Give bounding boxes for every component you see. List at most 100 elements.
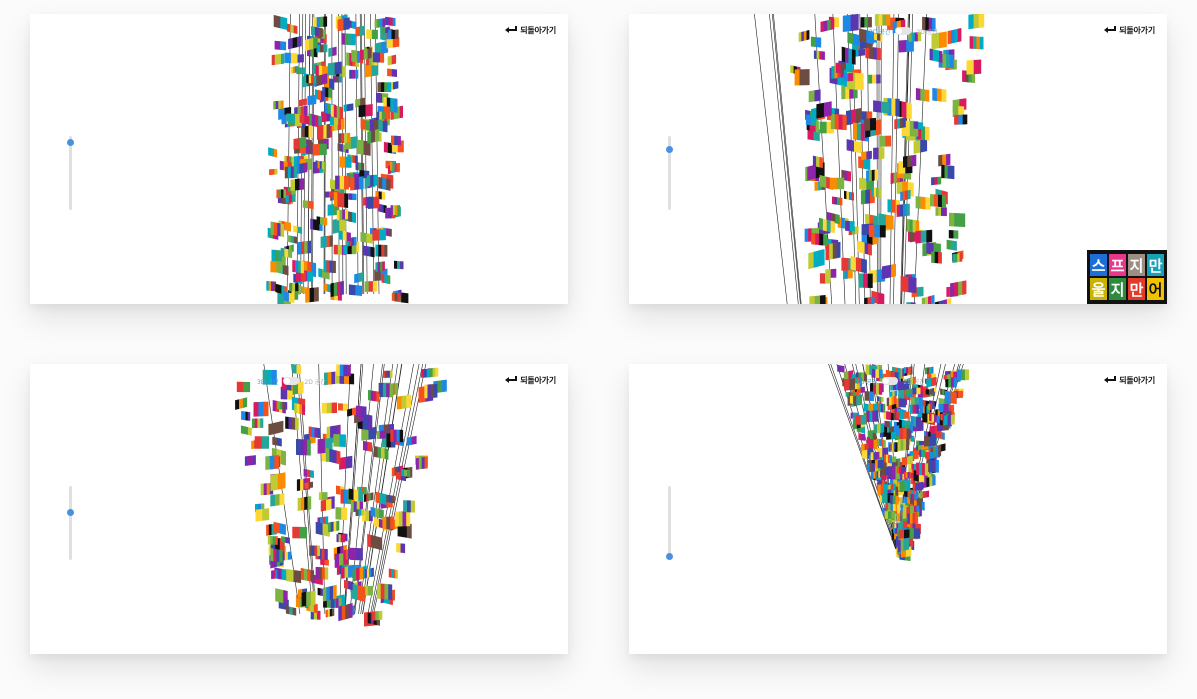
letter-tile <box>387 54 397 66</box>
letter-tile <box>846 108 862 126</box>
letter-tile <box>273 100 284 110</box>
letter-tile <box>873 100 890 114</box>
zoom-slider[interactable] <box>666 136 673 210</box>
back-button[interactable]: 되돌아가기 <box>1103 373 1155 387</box>
letter-tile <box>406 435 417 446</box>
letter-tile <box>360 118 370 131</box>
hanging-string <box>889 14 895 304</box>
visualization-panel-1: 되돌아가기 <box>30 14 568 304</box>
letter-tile <box>332 216 347 234</box>
letter-tile <box>372 52 385 63</box>
letter-tile <box>314 89 325 102</box>
3d-letter-scene[interactable] <box>629 14 1167 304</box>
zoom-slider-handle[interactable] <box>666 553 673 560</box>
view-3d-label[interactable]: 3D 공간 <box>869 28 891 36</box>
view-mode-switch[interactable] <box>895 27 912 35</box>
letter-tile <box>355 25 365 37</box>
letter-tile <box>360 232 373 244</box>
zoom-slider-handle[interactable] <box>67 509 74 517</box>
zoom-slider-handle[interactable] <box>67 139 74 147</box>
letter-tile <box>915 196 931 210</box>
letter-tile <box>952 105 965 118</box>
return-arrow-icon <box>505 26 518 33</box>
letter-tile <box>924 366 934 375</box>
letter-tile <box>830 113 847 131</box>
3d-letter-scene[interactable] <box>30 364 568 654</box>
letter-tile <box>858 433 866 441</box>
letter-tile <box>312 143 327 156</box>
letter-tile <box>377 82 392 93</box>
letter-tile <box>957 369 970 381</box>
letter-tile <box>372 229 386 241</box>
letter-tile <box>382 516 395 530</box>
letter-tile <box>286 23 298 35</box>
letter-tile <box>235 397 248 410</box>
letter-tile <box>271 53 285 66</box>
letter-tile <box>296 439 311 456</box>
letter-tile <box>415 456 428 470</box>
view-mode-toggle: 3D 공간 2D 공간 <box>257 376 326 386</box>
letter-tile <box>281 551 292 561</box>
back-button[interactable]: 되돌아가기 <box>1103 23 1155 37</box>
view-2d-label[interactable]: 2D 공간 <box>916 28 938 36</box>
view-mode-switch[interactable] <box>882 377 899 385</box>
letter-tile <box>244 455 256 466</box>
letter-tile <box>930 194 947 208</box>
letter-tile <box>386 37 400 49</box>
letter-tile <box>301 590 316 607</box>
letter-tile <box>311 26 323 38</box>
letter-tile <box>846 139 862 154</box>
back-button-label: 되돌아가기 <box>520 375 556 385</box>
letter-tile <box>929 48 943 63</box>
letter-tile <box>240 425 252 436</box>
letter-tile <box>322 86 332 98</box>
back-button[interactable]: 되돌아가기 <box>504 23 556 37</box>
letter-tile <box>843 73 854 82</box>
view-2d-label[interactable]: 2D 공간 <box>304 378 326 386</box>
letter-tile <box>861 443 869 451</box>
view-2d-label[interactable]: 2D 공간 <box>903 378 925 386</box>
letter-tile <box>832 196 843 206</box>
view-3d-label[interactable]: 3D 공간 <box>257 378 279 386</box>
letter-tile <box>373 119 388 133</box>
letter-tile <box>372 610 383 621</box>
letter-tile <box>855 414 866 425</box>
zoom-slider[interactable] <box>666 486 673 560</box>
view-3d-label[interactable]: 3D 공간 <box>856 378 878 386</box>
view-mode-switch[interactable] <box>283 377 300 385</box>
letter-tile <box>374 18 386 29</box>
letter-tile <box>271 569 280 580</box>
letter-tile <box>864 117 877 131</box>
letter-tile <box>350 583 366 602</box>
3d-letter-scene[interactable] <box>629 364 1167 654</box>
letter-tile <box>877 438 886 448</box>
letter-tile <box>315 521 330 537</box>
letter-tile <box>350 176 364 191</box>
letter-tile <box>898 39 914 53</box>
letter-tile <box>268 147 278 158</box>
letter-tile <box>391 135 401 146</box>
zoom-slider-handle[interactable] <box>666 146 673 154</box>
letter-tile <box>236 381 251 393</box>
letter-tile <box>368 389 380 403</box>
phrase-char: 울 <box>1090 278 1107 300</box>
3d-letter-scene[interactable] <box>30 14 568 304</box>
phrase-char: 만 <box>1147 254 1164 276</box>
zoom-slider[interactable] <box>67 136 74 210</box>
letter-tile <box>931 176 942 186</box>
letter-tile <box>912 387 921 395</box>
back-button[interactable]: 되돌아가기 <box>504 373 556 387</box>
letter-tile <box>898 529 910 539</box>
letter-tile <box>347 407 358 417</box>
zoom-slider[interactable] <box>67 486 74 560</box>
letter-tile <box>897 380 910 391</box>
letter-tile <box>339 455 353 470</box>
letter-tile <box>343 103 354 112</box>
letter-tile <box>337 17 350 32</box>
letter-tile <box>251 418 264 429</box>
phrase-char: 어 <box>1147 278 1164 300</box>
letter-tile <box>866 169 878 182</box>
visualization-panel-4: 3D 공간 2D 공간 되돌아가기 <box>629 364 1167 654</box>
letter-tile <box>333 434 346 447</box>
letter-tile <box>857 240 872 256</box>
